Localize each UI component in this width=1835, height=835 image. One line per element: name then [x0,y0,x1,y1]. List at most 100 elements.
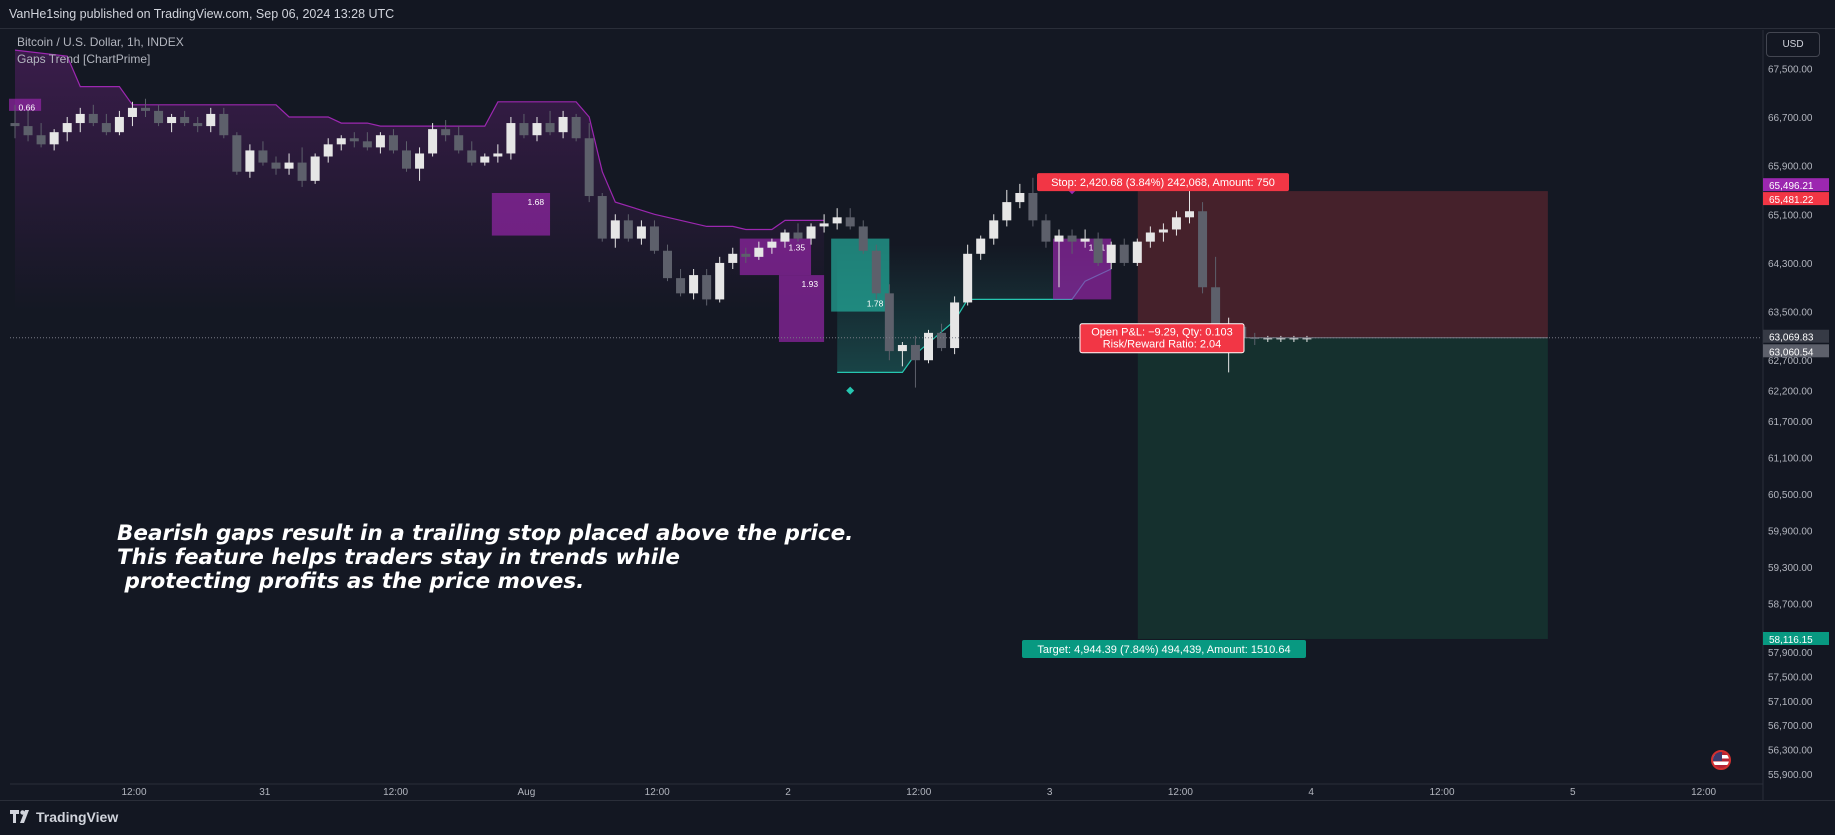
footer-bar: TradingView [0,800,1835,835]
candle-body [493,153,503,157]
stop-price-tag: 65,481.22 [1769,195,1814,206]
candle-body [728,253,738,263]
candle-body [819,223,829,227]
time-tick-label: 12:00 [1691,787,1716,798]
candle-body [506,123,516,154]
target-label-group: Target: 4,944.39 (7.84%) 494,439, Amount… [1022,639,1306,658]
candle-body [141,107,150,111]
time-tick-label: 12:00 [1429,787,1454,798]
currency-button[interactable]: USD [1766,32,1820,57]
candle-body [636,226,646,239]
candle-body [1041,220,1051,242]
candle-body [519,123,529,136]
time-tick-label: 12:00 [1168,787,1193,798]
time-tick-label: 31 [259,787,271,798]
price-tick-label: 57,500.00 [1768,672,1813,683]
time-tick-label: 2 [785,787,791,798]
annotation-line-2: This feature helps traders stay in trend… [117,545,681,570]
indicator-title[interactable]: Gaps Trend [ChartPrime] [17,52,151,66]
candle-body [402,150,411,169]
candle-body [1119,244,1129,263]
candle-body [271,162,281,169]
bear-gap-label: 0.66 [19,103,36,113]
candle-body [127,107,137,117]
candle-body [336,138,346,145]
price-tick-label: 57,900.00 [1768,648,1813,659]
candle-body [1028,192,1038,221]
candle-body [897,345,907,352]
time-tick-label: 12:00 [383,787,408,798]
candle-body [245,150,255,172]
price-tick-label: 59,300.00 [1768,563,1813,574]
candle-body [1080,238,1090,242]
bull-gap-label: 1.78 [867,299,884,309]
candle-body [232,135,242,172]
target-label[interactable]: Target: 4,944.39 (7.84%) 494,439, Amount… [1037,644,1290,656]
price-tick-label: 62,700.00 [1768,356,1813,367]
target-zone [1137,337,1548,639]
tradingview-logo[interactable]: TradingView [10,809,118,825]
candle-body [258,150,268,163]
candle-body [154,110,164,124]
stop-label-bg [1037,173,1289,192]
indicator-price-tag-bg [1763,178,1829,192]
bear-gap-label: 1.35 [789,243,806,253]
candle-body [206,113,216,127]
candle-body [193,123,203,127]
candle-body [871,250,881,294]
candle-body [1067,235,1077,242]
target-price-tag-bg [1763,631,1829,645]
candle-body [36,135,46,145]
target-price-tag: 58,116.15 [1769,635,1813,646]
price-tick-label: 58,700.00 [1768,599,1813,610]
stop-price-tag-bg [1763,192,1829,206]
entry-price-tag: 63,069.83 [1769,333,1814,344]
candle-body [1015,192,1025,203]
price-tick-label: 56,700.00 [1768,721,1813,732]
last-price-tag-bg [1763,344,1829,358]
candle-body [1158,229,1168,233]
price-tick-label: 55,900.00 [1768,770,1813,781]
candle-body [715,262,725,300]
price-axis-bg [1763,30,1835,800]
candle-body [610,220,620,239]
candle-body [1106,244,1116,263]
time-tick-label: 12:00 [121,787,146,798]
candle-body [480,156,490,163]
entry-price-tag-bg [1763,329,1829,343]
bear-gap-label: 1.93 [802,279,819,289]
candle-body [1093,238,1103,263]
bear-gap-box [778,275,825,342]
pnl-label: Open P&L: −9.29, Qty: 0.103 [1091,327,1233,339]
time-tick-label: 4 [1308,787,1314,798]
candle-body [1263,338,1273,340]
chart-legend: Bitcoin / U.S. Dollar, 1h, INDEX Gaps Tr… [17,34,184,68]
published-header: VanHe1sing published on TradingView.com,… [0,0,1835,29]
candle-body [10,123,20,127]
candle-body [415,153,425,169]
price-tick-label: 60,500.00 [1768,490,1813,501]
candle-body [649,226,659,251]
published-text: VanHe1sing published on TradingView.com,… [9,7,395,21]
candle-body [467,150,477,163]
price-tick-label: 61,700.00 [1768,417,1813,428]
candle-body [297,162,307,181]
bull-trailing-fill [837,244,1112,373]
candle-body [180,116,190,124]
stop-label[interactable]: Stop: 2,420.68 (3.84%) 242,068, Amount: … [1051,177,1275,189]
bear-gap-label: 1.68 [528,197,545,207]
tradingview-logo-text: TradingView [36,809,119,825]
candle-body [62,123,72,133]
symbol-title[interactable]: Bitcoin / U.S. Dollar, 1h, INDEX [17,35,184,49]
price-tick-label: 59,900.00 [1768,527,1813,538]
candle-body [1302,338,1312,340]
candle-body [532,123,542,136]
candle-body [428,129,438,154]
candle-body [388,135,398,151]
price-tick-label: 63,500.00 [1768,308,1813,319]
candle-body [676,278,686,294]
candle-body [741,253,751,257]
us-flag-icon[interactable] [1711,750,1731,770]
candle-body [1171,217,1181,230]
